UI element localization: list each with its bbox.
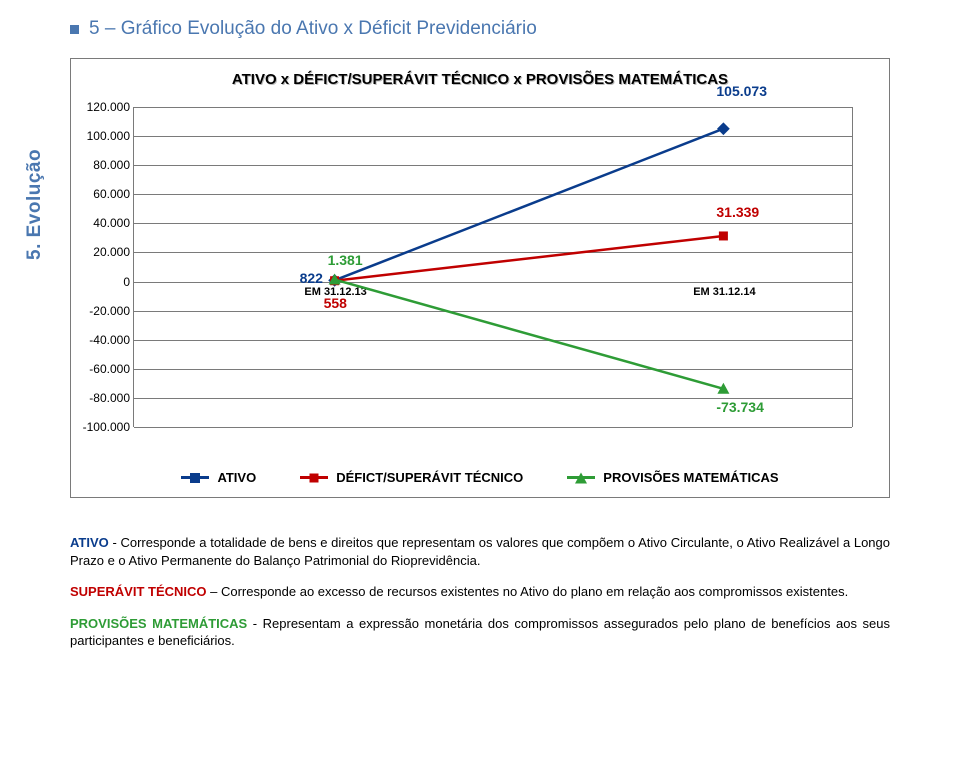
grid-line [134,427,852,428]
y-tick-label: 80.000 [76,158,130,172]
series-marker [717,122,730,135]
legend-label: PROVISÕES MATEMÁTICAS [603,470,778,485]
y-tick-label: -80.000 [76,391,130,405]
description-superavit: SUPERÁVIT TÉCNICO – Corresponde ao exces… [70,583,890,601]
legend-item: PROVISÕES MATEMÁTICAS [567,470,778,485]
data-label: 105.073 [716,83,767,99]
y-tick-label: -40.000 [76,333,130,347]
section-bullet-icon [70,25,79,34]
series-line [335,280,724,389]
y-tick-label: 60.000 [76,187,130,201]
term-provisoes: PROVISÕES MATEMÁTICAS [70,616,247,631]
legend-swatch [567,476,595,479]
y-tick-label: 40.000 [76,216,130,230]
section-title: 5 – Gráfico Evolução do Ativo x Déficit … [89,18,537,40]
legend-item: DÉFICT/SUPERÁVIT TÉCNICO [300,470,523,485]
section-heading-row: 5 – Gráfico Evolução do Ativo x Déficit … [70,18,920,40]
y-tick-label: 20.000 [76,245,130,259]
y-tick-label: -20.000 [76,304,130,318]
legend-swatch [300,476,328,479]
y-tick-label: 0 [76,275,130,289]
legend-swatch [181,476,209,479]
y-tick-label: -60.000 [76,362,130,376]
legend-marker-icon [310,473,319,482]
legend-label: DÉFICT/SUPERÁVIT TÉCNICO [336,470,523,485]
term-superavit: SUPERÁVIT TÉCNICO [70,584,207,599]
chart-lines-svg [133,107,853,427]
y-tick-label: -100.000 [76,420,130,434]
y-tick-label: 100.000 [76,129,130,143]
sidebar-section-label: 5. Evolução [24,149,46,260]
description-block: ATIVO - Corresponde a totalidade de bens… [70,534,890,650]
legend-item: ATIVO [181,470,256,485]
legend-marker-icon [575,472,587,483]
chart-plot-area: 120.000100.00080.00060.00040.00020.0000-… [133,107,853,427]
series-marker [719,231,728,240]
description-ativo: ATIVO - Corresponde a totalidade de bens… [70,534,890,569]
legend-marker-icon [190,473,200,483]
legend-label: ATIVO [217,470,256,485]
chart-legend: ATIVO DÉFICT/SUPERÁVIT TÉCNICO PROVISÕES M… [71,470,889,485]
text-superavit: – Corresponde ao excesso de recursos exi… [207,584,849,599]
term-ativo: ATIVO [70,535,109,550]
page: 5. Evolução 5 – Gráfico Evolução do Ativ… [0,0,960,776]
y-tick-label: 120.000 [76,100,130,114]
description-provisoes: PROVISÕES MATEMÁTICAS - Representam a ex… [70,615,890,650]
text-ativo: - Corresponde a totalidade de bens e dir… [70,535,890,568]
chart-container: ATIVO x DÉFICT/SUPERÁVIT TÉCNICO x PROVI… [70,58,890,498]
